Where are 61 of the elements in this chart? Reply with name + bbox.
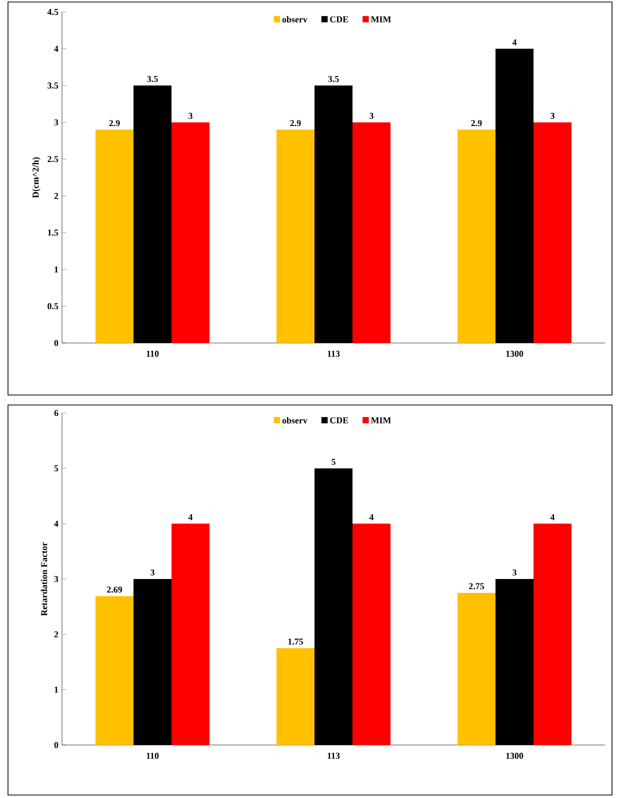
y-tick-label: 3 [54,119,58,126]
data-label: 2.69 [107,586,122,593]
y-tick-label: 0 [54,340,58,346]
y-tick-label: 2 [54,631,58,638]
data-label: 3 [150,569,154,576]
bar [457,130,496,343]
x-tick-label: 113 [328,752,340,759]
bar [457,592,496,745]
legend-label: observ [282,16,308,22]
y-tick-label: 4.5 [47,8,58,16]
y-tick-label: 4 [54,46,58,52]
data-label: 3 [188,112,192,119]
x-tick-label: 110 [146,350,159,357]
y-tick-label: 0.5 [48,303,58,310]
bar [95,130,134,343]
legend-label: MIM [370,417,391,424]
y-tick-label: 3 [54,576,58,582]
x-tick-label: 1300 [506,350,524,357]
data-label: 3 [370,112,374,119]
data-label: 2.9 [290,120,301,126]
legend-label: CDE [330,417,348,424]
data-label: 3.5 [147,76,158,82]
data-label: 4 [512,39,517,46]
y-axis-title: D(cm^2/h) [32,157,40,198]
data-label: 4 [550,514,555,520]
data-label: 2.9 [109,120,120,126]
bar [172,524,210,745]
y-tick-label: 2 [54,192,58,199]
data-label: 4 [188,514,193,520]
y-tick-label: 0 [54,742,58,748]
data-label: 3 [512,569,516,576]
data-label: 2.9 [471,120,482,126]
bar [534,122,572,343]
bar [276,130,314,343]
data-label: 5 [332,458,336,465]
data-label: 3.5 [328,76,339,82]
legend-label: CDE [330,16,348,22]
data-label: 2.75 [469,583,484,590]
bar [534,524,572,745]
x-tick-label: 1300 [506,752,524,759]
data-label: 3 [550,112,554,119]
data-label: 1.75 [288,638,304,645]
y-tick-label: 2.5 [48,156,58,162]
bar [276,648,314,745]
y-axis-title: Retardation Factor [40,542,48,616]
y-tick-label: 6 [54,410,58,416]
legend-label: observ [282,417,308,424]
y-tick-label: 1.5 [48,230,58,236]
bar [352,524,391,745]
data-label: 4 [369,514,374,520]
bar [172,122,210,343]
y-tick-label: 4 [54,520,58,527]
y-tick-label: 1 [54,266,58,272]
x-tick-label: 113 [328,350,340,357]
x-tick-label: 110 [146,752,159,759]
legend-label: MIM [370,16,391,22]
y-tick-label: 5 [54,465,58,472]
bar [95,596,134,745]
y-tick-label: 1 [54,686,58,693]
y-tick-label: 3.5 [48,82,58,89]
bar [352,122,391,343]
